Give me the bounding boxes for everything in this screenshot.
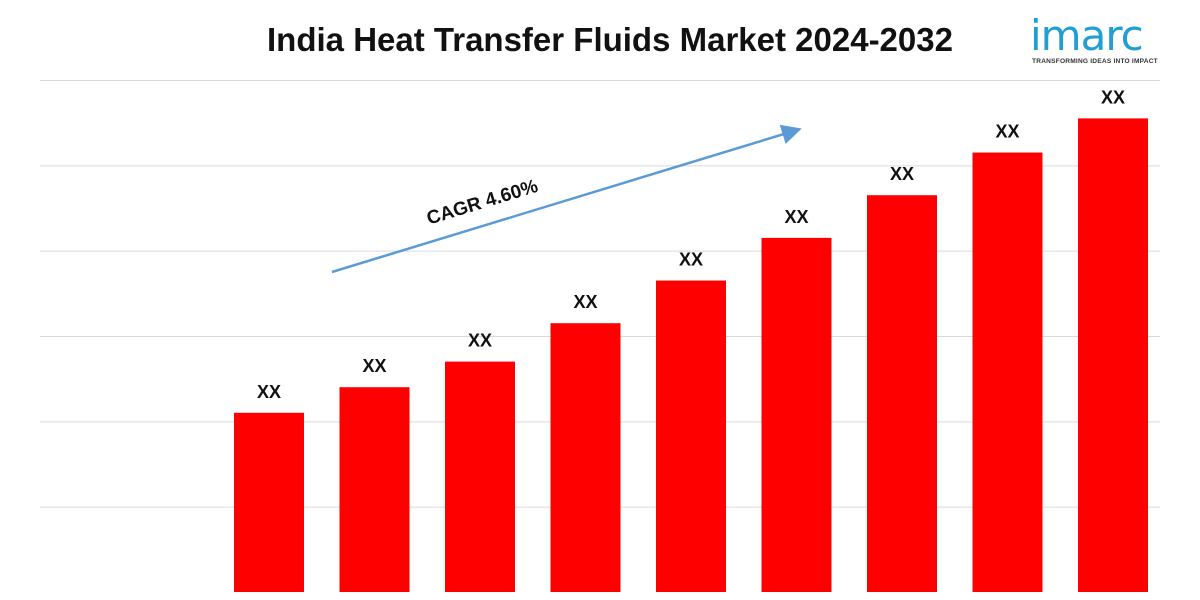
data-label-2031: XX	[995, 122, 1019, 142]
data-label-2026: XX	[468, 331, 492, 351]
logo-tagline: TRANSFORMING IDEAS INTO IMPACT	[1032, 58, 1158, 65]
data-label-2030: XX	[890, 164, 914, 184]
data-label-2027: XX	[573, 292, 597, 312]
data-label-2024: XX	[257, 382, 281, 402]
bar-2027	[550, 323, 621, 592]
chart-title: India Heat Transfer Fluids Market 2024-2…	[267, 21, 953, 58]
data-label-2032: XX	[1101, 87, 1125, 107]
imarc-logo: imarc TRANSFORMING IDEAS INTO IMPACT	[1028, 10, 1158, 70]
bar-2025	[339, 387, 410, 592]
data-label-2028: XX	[679, 250, 703, 270]
bar-2026	[445, 361, 515, 592]
bar-2028	[656, 280, 726, 592]
bar-2031	[972, 152, 1043, 593]
logo-wordmark: imarc	[1030, 11, 1144, 60]
data-label-2025: XX	[362, 356, 386, 376]
cagr-annotation: CAGR 4.60%	[424, 176, 540, 230]
bar-2032	[1078, 118, 1148, 593]
bar-2029	[761, 237, 832, 592]
bar-2024	[234, 412, 304, 592]
data-label-2029: XX	[784, 207, 808, 227]
cagr-arrow	[331, 124, 802, 274]
bar-2030	[867, 195, 937, 592]
